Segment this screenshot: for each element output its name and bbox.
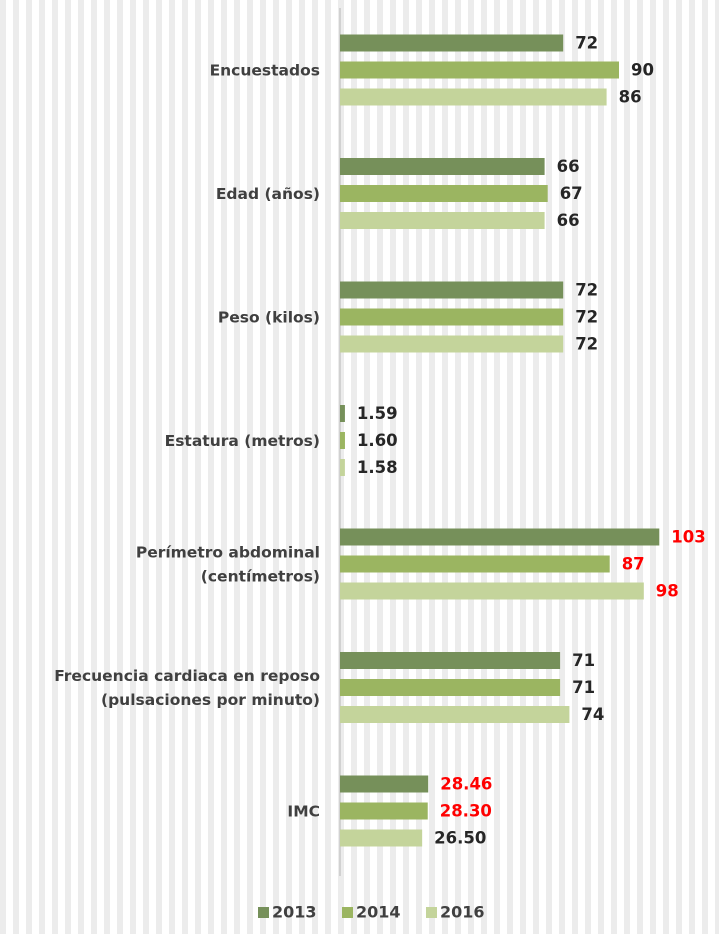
bar — [340, 158, 545, 175]
bar — [340, 775, 429, 793]
legend-label: 2013 — [272, 903, 317, 922]
value-label: 72 — [575, 34, 598, 53]
legend-swatch — [342, 907, 353, 918]
value-label: 66 — [557, 157, 580, 176]
value-label: 103 — [671, 528, 705, 547]
value-label: 87 — [622, 555, 645, 574]
bar — [340, 555, 610, 573]
value-label: 71 — [572, 678, 595, 697]
legend-swatch — [426, 907, 437, 918]
bar — [340, 61, 619, 79]
bar — [340, 582, 644, 600]
bar — [340, 706, 570, 723]
value-label: 72 — [575, 335, 598, 354]
category-label: (centímetros) — [201, 568, 320, 586]
bar — [340, 829, 423, 847]
value-label: 28.46 — [440, 775, 492, 794]
category-label: Edad (años) — [216, 185, 320, 203]
bar — [340, 528, 660, 546]
category-label: Peso (kilos) — [218, 309, 320, 327]
value-label: 71 — [572, 651, 595, 670]
value-label: 86 — [619, 88, 642, 107]
bar — [340, 432, 345, 449]
value-label: 28.30 — [440, 802, 492, 821]
value-label: 1.59 — [357, 404, 398, 423]
bar — [340, 679, 561, 696]
bar — [340, 88, 607, 106]
value-label: 26.50 — [434, 829, 486, 848]
category-label: IMC — [287, 803, 320, 821]
value-label: 72 — [575, 281, 598, 300]
category-label: Encuestados — [210, 62, 320, 80]
bar — [340, 802, 428, 820]
category-label: Perímetro abdominal — [136, 544, 320, 562]
bar — [340, 652, 561, 669]
legend-label: 2014 — [356, 903, 401, 922]
bar — [340, 34, 564, 52]
bar — [340, 308, 564, 326]
value-label: 67 — [560, 184, 583, 203]
bar — [340, 212, 545, 229]
bar — [340, 405, 345, 422]
value-label: 1.60 — [357, 431, 398, 450]
bar — [340, 459, 345, 476]
legend-swatch — [258, 907, 269, 918]
bar — [340, 185, 548, 202]
bar — [340, 335, 564, 353]
value-label: 1.58 — [357, 458, 398, 477]
value-label: 98 — [656, 582, 679, 601]
value-label: 66 — [557, 211, 580, 230]
category-label: (pulsaciones por minuto) — [101, 691, 320, 709]
bar — [340, 281, 564, 299]
legend-label: 2016 — [440, 903, 485, 922]
value-label: 74 — [581, 705, 604, 724]
value-label: 90 — [631, 61, 654, 80]
value-label: 72 — [575, 308, 598, 327]
category-label: Frecuencia cardiaca en reposo — [54, 667, 320, 685]
category-label: Estatura (metros) — [165, 432, 320, 450]
